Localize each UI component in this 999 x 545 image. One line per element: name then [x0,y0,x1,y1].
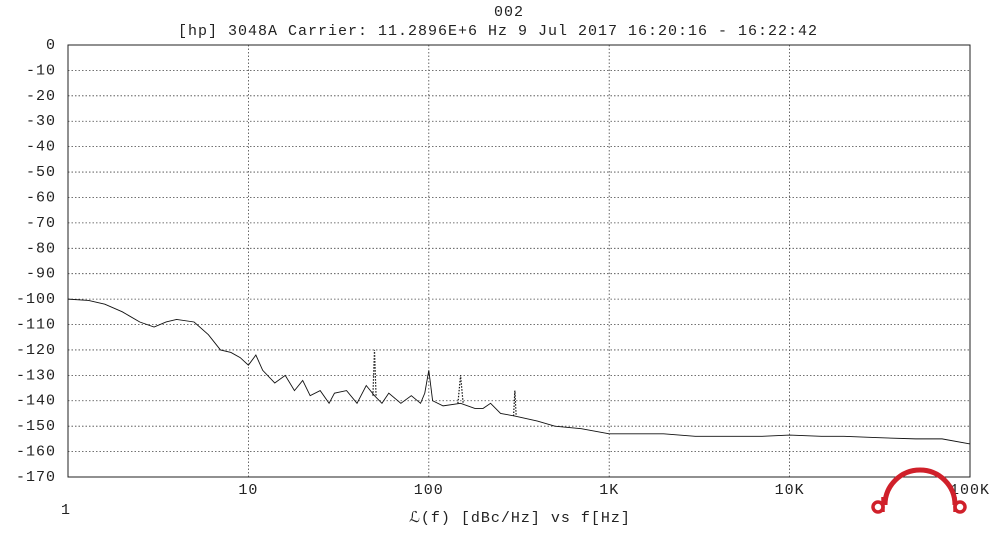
data-line [372,349,517,417]
x-tick-label: 1K [599,482,619,499]
x-tick-label: 100K [950,482,990,499]
y-tick-label: -20 [26,88,56,105]
y-tick-label: -40 [26,139,56,156]
y-tick-label: -60 [26,189,56,206]
y-tick-label: -90 [26,266,56,283]
data-line [67,298,971,445]
x-tick-label: 10 [238,482,258,499]
y-tick-label: -110 [16,316,56,333]
x-tick-label: 1 [61,502,71,519]
y-tick-label: -140 [16,393,56,410]
chart-title: 002 [494,4,524,21]
logo [871,467,967,514]
y-tick-label: -80 [26,240,56,257]
y-tick-label: -170 [16,469,56,486]
x-tick-label: 100 [414,482,444,499]
y-tick-label: -30 [26,113,56,130]
y-tick-label: -10 [26,62,56,79]
y-tick-label: -150 [16,418,56,435]
x-tick-label: 10K [775,482,805,499]
y-tick-label: -70 [26,215,56,232]
y-tick-label: -50 [26,164,56,181]
y-tick-label: -100 [16,291,56,308]
y-tick-label: -160 [16,444,56,461]
y-tick-label: -120 [16,342,56,359]
y-tick-label: 0 [46,37,56,54]
y-tick-label: -130 [16,367,56,384]
plot-border [67,44,971,478]
x-axis-label: ℒ(f) [dBc/Hz] vs f[Hz] [409,510,631,527]
chart-subtitle: [hp] 3048A Carrier: 11.2896E+6 Hz 9 Jul … [178,23,818,40]
